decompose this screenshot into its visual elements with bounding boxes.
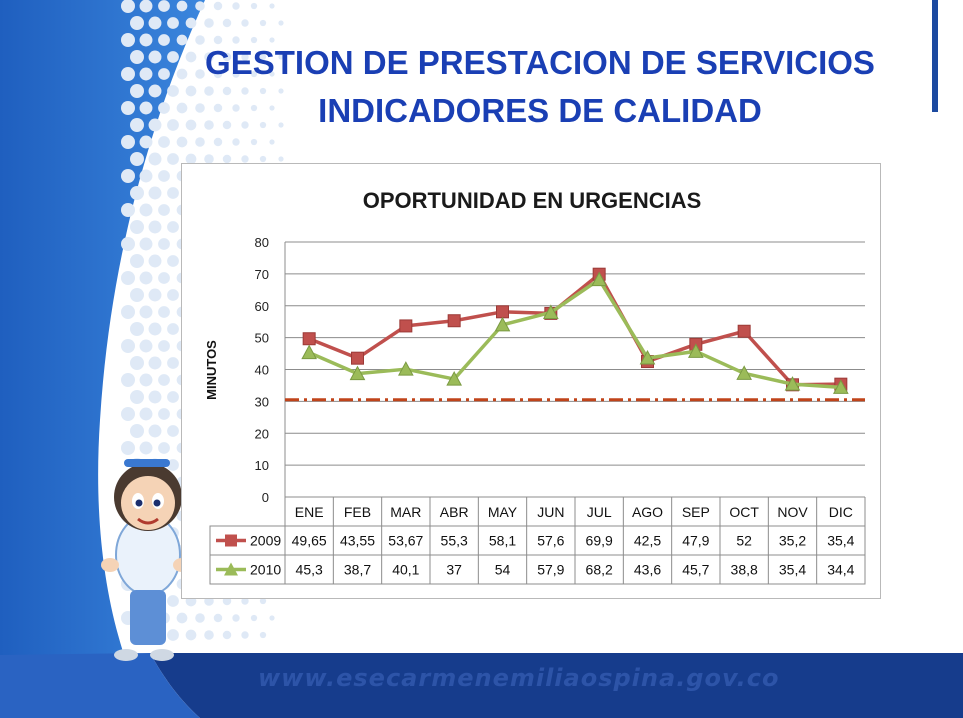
data-point bbox=[446, 371, 463, 386]
x-tick-label: AGO bbox=[632, 504, 663, 520]
data-label: 37 bbox=[446, 562, 462, 578]
data-point bbox=[397, 361, 414, 376]
bottom-band-light bbox=[0, 653, 200, 718]
data-label: 43,55 bbox=[340, 533, 375, 549]
y-tick-label: 50 bbox=[255, 331, 269, 346]
data-label: 40,1 bbox=[392, 562, 419, 578]
data-point bbox=[639, 349, 656, 365]
data-label: 38,7 bbox=[344, 562, 371, 578]
left-blue-panel bbox=[0, 0, 205, 718]
data-label: 35,4 bbox=[779, 562, 806, 578]
y-tick-label: 30 bbox=[255, 394, 269, 409]
y-axis-label: MINUTOS bbox=[204, 340, 219, 400]
x-tick-label: DIC bbox=[829, 504, 853, 520]
x-tick-label: ENE bbox=[295, 504, 324, 520]
y-tick-label: 60 bbox=[255, 299, 269, 314]
y-tick-label: 40 bbox=[255, 363, 269, 378]
data-label: 47,9 bbox=[682, 533, 709, 549]
series-line-2010 bbox=[308, 277, 841, 390]
data-point bbox=[447, 314, 461, 328]
data-point bbox=[591, 271, 608, 287]
y-tick-label: 10 bbox=[255, 458, 269, 473]
data-label: 45,7 bbox=[682, 562, 709, 578]
data-label: 54 bbox=[495, 562, 511, 578]
data-point bbox=[832, 379, 849, 394]
data-point bbox=[542, 304, 559, 319]
slide-subtitle: INDICADORES DE CALIDAD bbox=[318, 92, 762, 129]
x-tick-label: ABR bbox=[440, 504, 469, 520]
x-tick-label: NOV bbox=[777, 504, 808, 520]
legend-marker-2009 bbox=[225, 534, 237, 547]
data-point bbox=[399, 319, 413, 333]
x-tick-label: FEB bbox=[344, 504, 371, 520]
data-point bbox=[351, 351, 364, 365]
x-tick-label: MAR bbox=[390, 504, 421, 520]
data-point bbox=[496, 305, 509, 319]
x-tick-label: JUN bbox=[537, 504, 564, 520]
data-label: 57,6 bbox=[537, 533, 564, 549]
data-label: 68,2 bbox=[586, 562, 613, 578]
data-point bbox=[494, 316, 511, 332]
slide-title: GESTION DE PRESTACION DE SERVICIOS bbox=[205, 44, 875, 81]
series-label: 2010 bbox=[250, 562, 281, 578]
y-tick-label: 0 bbox=[262, 490, 269, 505]
data-point bbox=[349, 365, 366, 381]
data-label: 53,67 bbox=[388, 533, 423, 549]
footer-website-url[interactable]: www.esecarmenemiliaospina.gov.co bbox=[258, 664, 780, 692]
data-point bbox=[687, 343, 704, 358]
chart-title: OPORTUNIDAD EN URGENCIAS bbox=[363, 188, 702, 213]
cartoon-nurse-girl-icon bbox=[101, 459, 191, 661]
data-label: 58,1 bbox=[489, 533, 516, 549]
data-label: 52 bbox=[736, 533, 752, 549]
x-tick-label: MAY bbox=[488, 504, 518, 520]
data-point bbox=[737, 324, 751, 338]
data-point bbox=[301, 344, 318, 360]
data-label: 55,3 bbox=[441, 533, 468, 549]
series-label: 2009 bbox=[250, 533, 281, 549]
y-tick-label: 20 bbox=[255, 426, 269, 441]
legend-marker-2010 bbox=[224, 562, 238, 576]
y-tick-label: 80 bbox=[255, 235, 269, 250]
data-table: ENE FEB MAR ABR MAY JUN JUL AGO SEP OCT NOV DIC 2009… bbox=[209, 496, 866, 585]
data-label: 38,8 bbox=[731, 562, 758, 578]
data-label: 42,5 bbox=[634, 533, 661, 549]
data-point bbox=[736, 365, 753, 380]
data-label: 34,4 bbox=[827, 562, 854, 578]
y-tick-label: 70 bbox=[255, 267, 269, 282]
data-point bbox=[784, 376, 801, 391]
series-line-2009 bbox=[308, 272, 841, 387]
data-label: 43,6 bbox=[634, 562, 661, 578]
right-accent-bar bbox=[932, 0, 938, 112]
x-tick-label: JUL bbox=[587, 504, 612, 520]
data-label: 69,9 bbox=[586, 533, 613, 549]
data-label: 35,4 bbox=[827, 533, 854, 549]
data-label: 57,9 bbox=[537, 562, 564, 578]
x-tick-label: SEP bbox=[682, 504, 710, 520]
data-point bbox=[302, 332, 316, 346]
x-tick-label: OCT bbox=[729, 504, 759, 520]
data-label: 45,3 bbox=[296, 562, 323, 578]
chart-frame: OPORTUNIDAD EN URGENCIAS MINUTOS 0 10 20 30 40… bbox=[181, 163, 881, 599]
bottom-blue-band bbox=[150, 653, 963, 718]
line-chart: OPORTUNIDAD EN URGENCIAS MINUTOS 0 10 20 30 40… bbox=[204, 188, 866, 585]
series-2010 bbox=[301, 271, 849, 394]
data-label: 35,2 bbox=[779, 533, 806, 549]
data-label: 49,65 bbox=[292, 533, 327, 549]
